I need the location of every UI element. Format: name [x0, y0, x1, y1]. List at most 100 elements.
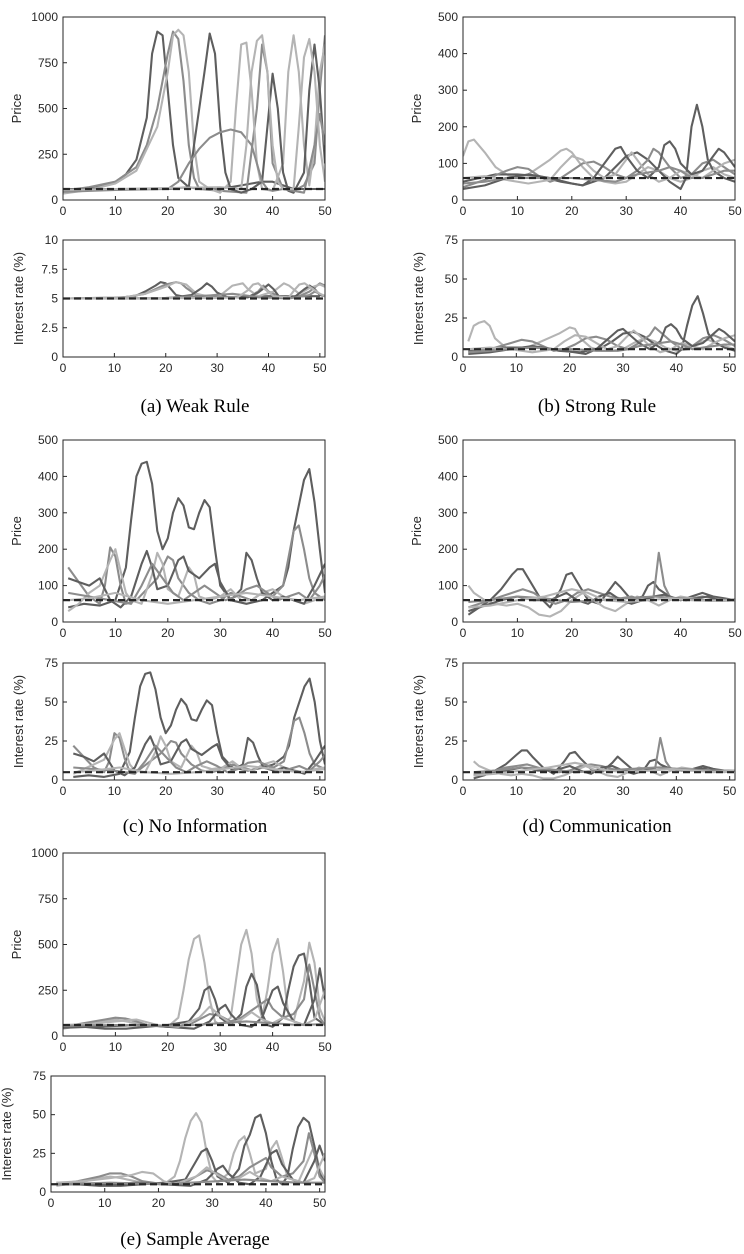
y-tick-label: 100	[438, 579, 458, 593]
plot-frame	[462, 439, 736, 623]
series-line-6	[468, 588, 735, 609]
series-line-3	[63, 28, 325, 195]
series-line-4	[72, 735, 325, 777]
y-tick-label: 5	[51, 292, 58, 306]
x-tick-label: 0	[60, 361, 67, 375]
x-tick-label: 40	[259, 1196, 273, 1210]
x-tick-label: 10	[511, 204, 525, 218]
chart-b-interest-rate: 0 10 20 30 40 50 0 25 50 75 Interest rate (%)	[411, 233, 737, 375]
y-tick-label: 0	[51, 193, 58, 207]
x-tick-label: 40	[262, 784, 276, 798]
chart-d-interest-rate: 0 10 20 30 40 50 0 25 50 75 Interest rate (%)	[411, 656, 737, 798]
series-line-6	[68, 591, 325, 605]
y-tick-label: 500	[38, 433, 58, 447]
y-tick-label: 50	[33, 1108, 47, 1122]
y-tick-label: 0	[451, 350, 458, 364]
x-tick-label: 10	[109, 204, 123, 218]
y-tick-label: 750	[38, 892, 58, 906]
x-tick-label: 30	[620, 204, 634, 218]
x-tick-label: 10	[109, 626, 123, 640]
y-tick-label: 250	[38, 147, 58, 161]
plot-frame	[62, 662, 326, 781]
series-line-2	[56, 1113, 325, 1187]
x-tick-label: 50	[318, 626, 332, 640]
x-tick-label: 10	[109, 1040, 123, 1054]
y-axis-label: Interest rate (%)	[411, 675, 426, 768]
x-tick-label: 20	[159, 784, 173, 798]
y-tick-label: 300	[438, 506, 458, 520]
series-line-6	[473, 761, 735, 777]
y-tick-label: 0	[451, 615, 458, 629]
series-line-5	[56, 1152, 325, 1186]
x-tick-label: 0	[460, 361, 467, 375]
series-line-6	[468, 340, 735, 354]
panel-caption: (b) Strong Rule	[538, 396, 656, 417]
series-line-3	[68, 281, 325, 300]
plot-frame	[50, 1075, 326, 1193]
plot-frame	[62, 439, 326, 623]
x-tick-label: 40	[674, 626, 688, 640]
y-tick-label: 0	[451, 193, 458, 207]
y-tick-label: 750	[38, 56, 58, 70]
x-tick-label: 0	[60, 626, 67, 640]
y-tick-label: 25	[33, 1146, 47, 1160]
y-tick-label: 50	[445, 272, 459, 286]
y-axis-label: Price	[409, 94, 424, 124]
x-tick-label: 20	[161, 204, 175, 218]
y-tick-label: 100	[38, 579, 58, 593]
y-tick-label: 2.5	[41, 321, 58, 335]
y-tick-label: 0	[51, 350, 58, 364]
y-tick-label: 0	[51, 1029, 58, 1043]
x-tick-label: 40	[670, 361, 684, 375]
x-tick-label: 0	[460, 626, 467, 640]
x-tick-label: 10	[108, 784, 122, 798]
y-tick-label: 0	[451, 773, 458, 787]
x-tick-label: 40	[266, 204, 280, 218]
y-tick-label: 500	[38, 102, 58, 116]
x-tick-label: 50	[723, 361, 737, 375]
y-tick-label: 100	[438, 156, 458, 170]
series-line-2	[67, 524, 325, 605]
x-tick-label: 0	[460, 204, 467, 218]
panel-caption: (e) Sample Average	[120, 1229, 269, 1250]
y-tick-label: 500	[38, 938, 58, 952]
series-line-5	[63, 112, 325, 194]
y-tick-label: 300	[438, 83, 458, 97]
x-tick-label: 50	[728, 626, 742, 640]
x-tick-label: 40	[266, 626, 280, 640]
y-tick-label: 10	[45, 233, 59, 247]
series-line-3	[67, 548, 325, 612]
y-axis-label: Interest rate (%)	[411, 252, 426, 345]
y-tick-label: 7.5	[41, 262, 58, 276]
x-tick-label: 40	[670, 784, 684, 798]
x-tick-label: 20	[161, 1040, 175, 1054]
x-tick-label: 50	[313, 784, 327, 798]
y-tick-label: 75	[445, 656, 459, 670]
plot-frame	[462, 239, 736, 358]
y-tick-label: 75	[445, 233, 459, 247]
x-tick-label: 50	[313, 361, 327, 375]
y-axis-label: Price	[409, 516, 424, 546]
x-tick-label: 20	[152, 1196, 166, 1210]
y-tick-label: 1000	[31, 10, 58, 24]
x-tick-label: 20	[563, 361, 577, 375]
y-tick-label: 25	[445, 734, 459, 748]
x-tick-label: 50	[728, 204, 742, 218]
y-tick-label: 400	[38, 469, 58, 483]
y-tick-label: 75	[45, 656, 59, 670]
panel-caption: (d) Communication	[522, 816, 672, 837]
x-tick-label: 20	[565, 626, 579, 640]
x-tick-label: 20	[563, 784, 577, 798]
x-tick-label: 0	[460, 784, 467, 798]
y-tick-label: 75	[33, 1069, 47, 1083]
series-line-2	[72, 716, 325, 774]
y-tick-label: 1000	[31, 846, 58, 860]
y-tick-label: 200	[438, 120, 458, 134]
x-tick-label: 20	[565, 204, 579, 218]
series-line-3	[63, 963, 325, 1028]
y-tick-label: 400	[438, 469, 458, 483]
